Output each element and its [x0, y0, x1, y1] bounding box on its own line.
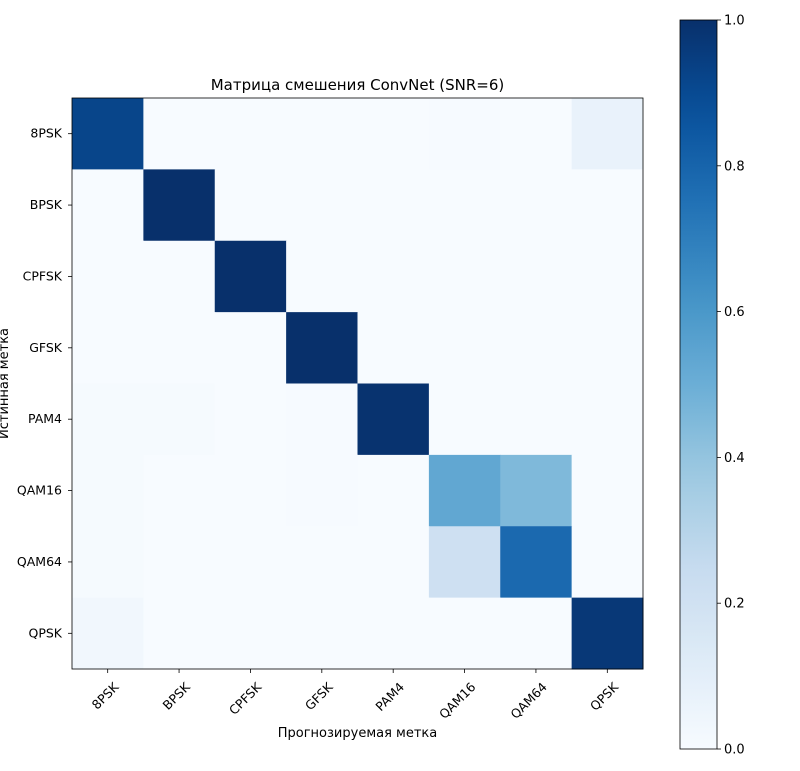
colorbar-tick-label: 0.6	[724, 305, 745, 320]
heatmap-cell	[500, 169, 573, 242]
colorbar-tick-label: 0.8	[724, 159, 745, 174]
heatmap-cell	[428, 526, 501, 599]
heatmap-cell	[357, 169, 430, 242]
heatmap-cell	[357, 98, 430, 170]
heatmap-cell	[500, 98, 573, 170]
heatmap-cell	[72, 526, 144, 599]
heatmap-cell	[72, 383, 144, 456]
heatmap-cell	[500, 526, 573, 599]
heatmap-cell	[357, 240, 430, 313]
heatmap-cell	[214, 240, 287, 313]
heatmap-cell	[500, 240, 573, 313]
heatmap-cells	[72, 98, 644, 670]
colorbar-ticks: 0.0 0.2 0.4 0.6 0.8 1.0	[717, 14, 745, 758]
heatmap-cell	[214, 169, 287, 242]
heatmap-cell	[286, 98, 359, 170]
heatmap-cell	[143, 383, 216, 456]
heatmap-cell	[286, 454, 359, 527]
heatmap-cell	[143, 526, 216, 599]
heatmap-cell	[571, 240, 644, 313]
heatmap-cell	[571, 597, 644, 670]
heatmap-cell	[72, 240, 144, 313]
colorbar-tick-label: 0.2	[724, 597, 745, 612]
x-axis-label: Прогнозируемая метка	[278, 726, 438, 741]
heatmap-cell	[214, 383, 287, 456]
heatmap-cell	[143, 169, 216, 242]
heatmap-cell	[428, 454, 501, 527]
y-tick-label: CPFSK	[23, 268, 63, 283]
colorbar	[679, 19, 718, 750]
heatmap-cell	[428, 240, 501, 313]
heatmap-cell	[72, 454, 144, 527]
heatmap-cell	[286, 312, 359, 385]
heatmap-cell	[428, 597, 501, 670]
heatmap-cell	[286, 526, 359, 599]
y-tick-label: PAM4	[28, 411, 62, 426]
heatmap-cell	[357, 312, 430, 385]
y-axis-ticks: 8PSK BPSK CPFSK GFSK PAM4 QAM16 QAM64 QPSK	[17, 126, 72, 640]
heatmap-cell	[500, 312, 573, 385]
heatmap-cell	[428, 383, 501, 456]
heatmap-cell	[214, 597, 287, 670]
heatmap-cell	[500, 597, 573, 670]
heatmap-cell	[357, 454, 430, 527]
heatmap-cell	[286, 597, 359, 670]
heatmap-cell	[428, 98, 501, 170]
heatmap-cell	[72, 98, 144, 170]
colorbar-tick-label: 1.0	[724, 14, 745, 29]
heatmap-cell	[428, 169, 501, 242]
heatmap-cell	[357, 383, 430, 456]
plot-frame	[71, 97, 644, 670]
y-axis-label: Истинная метка	[0, 328, 12, 439]
heatmap-cell	[214, 312, 287, 385]
heatmap-cell	[143, 240, 216, 313]
y-tick-label: GFSK	[29, 340, 63, 355]
chart-title: Матрица смешения ConvNet (SNR=6)	[211, 76, 505, 94]
heatmap-cell	[571, 454, 644, 527]
y-tick-label: QPSK	[28, 625, 62, 640]
heatmap-cell	[143, 454, 216, 527]
heatmap-cell	[286, 240, 359, 313]
heatmap-cell	[143, 98, 216, 170]
heatmap-cell	[143, 597, 216, 670]
heatmap-cell	[571, 383, 644, 456]
y-tick-label: 8PSK	[30, 126, 62, 141]
heatmap-cell	[72, 597, 144, 670]
heatmap-cell	[571, 169, 644, 242]
heatmap-cell	[571, 526, 644, 599]
heatmap-cell	[214, 98, 287, 170]
heatmap-cell	[72, 312, 144, 385]
heatmap-cell	[72, 169, 144, 242]
heatmap-cell	[500, 383, 573, 456]
y-tick-label: BPSK	[30, 197, 63, 212]
heatmap-cell	[143, 312, 216, 385]
heatmap-cell	[571, 312, 644, 385]
heatmap-cell	[214, 454, 287, 527]
heatmap-cell	[286, 383, 359, 456]
y-tick-label: QAM16	[17, 483, 62, 498]
heatmap-cell	[357, 597, 430, 670]
heatmap-cell	[286, 169, 359, 242]
y-tick-label: QAM64	[17, 554, 62, 569]
heatmap-cell	[571, 98, 644, 170]
heatmap-cell	[428, 312, 501, 385]
heatmap-cell	[214, 526, 287, 599]
colorbar-tick-label: 0.0	[724, 743, 745, 758]
colorbar-tick-label: 0.4	[724, 451, 745, 466]
heatmap-cell	[500, 454, 573, 527]
heatmap-cell	[357, 526, 430, 599]
